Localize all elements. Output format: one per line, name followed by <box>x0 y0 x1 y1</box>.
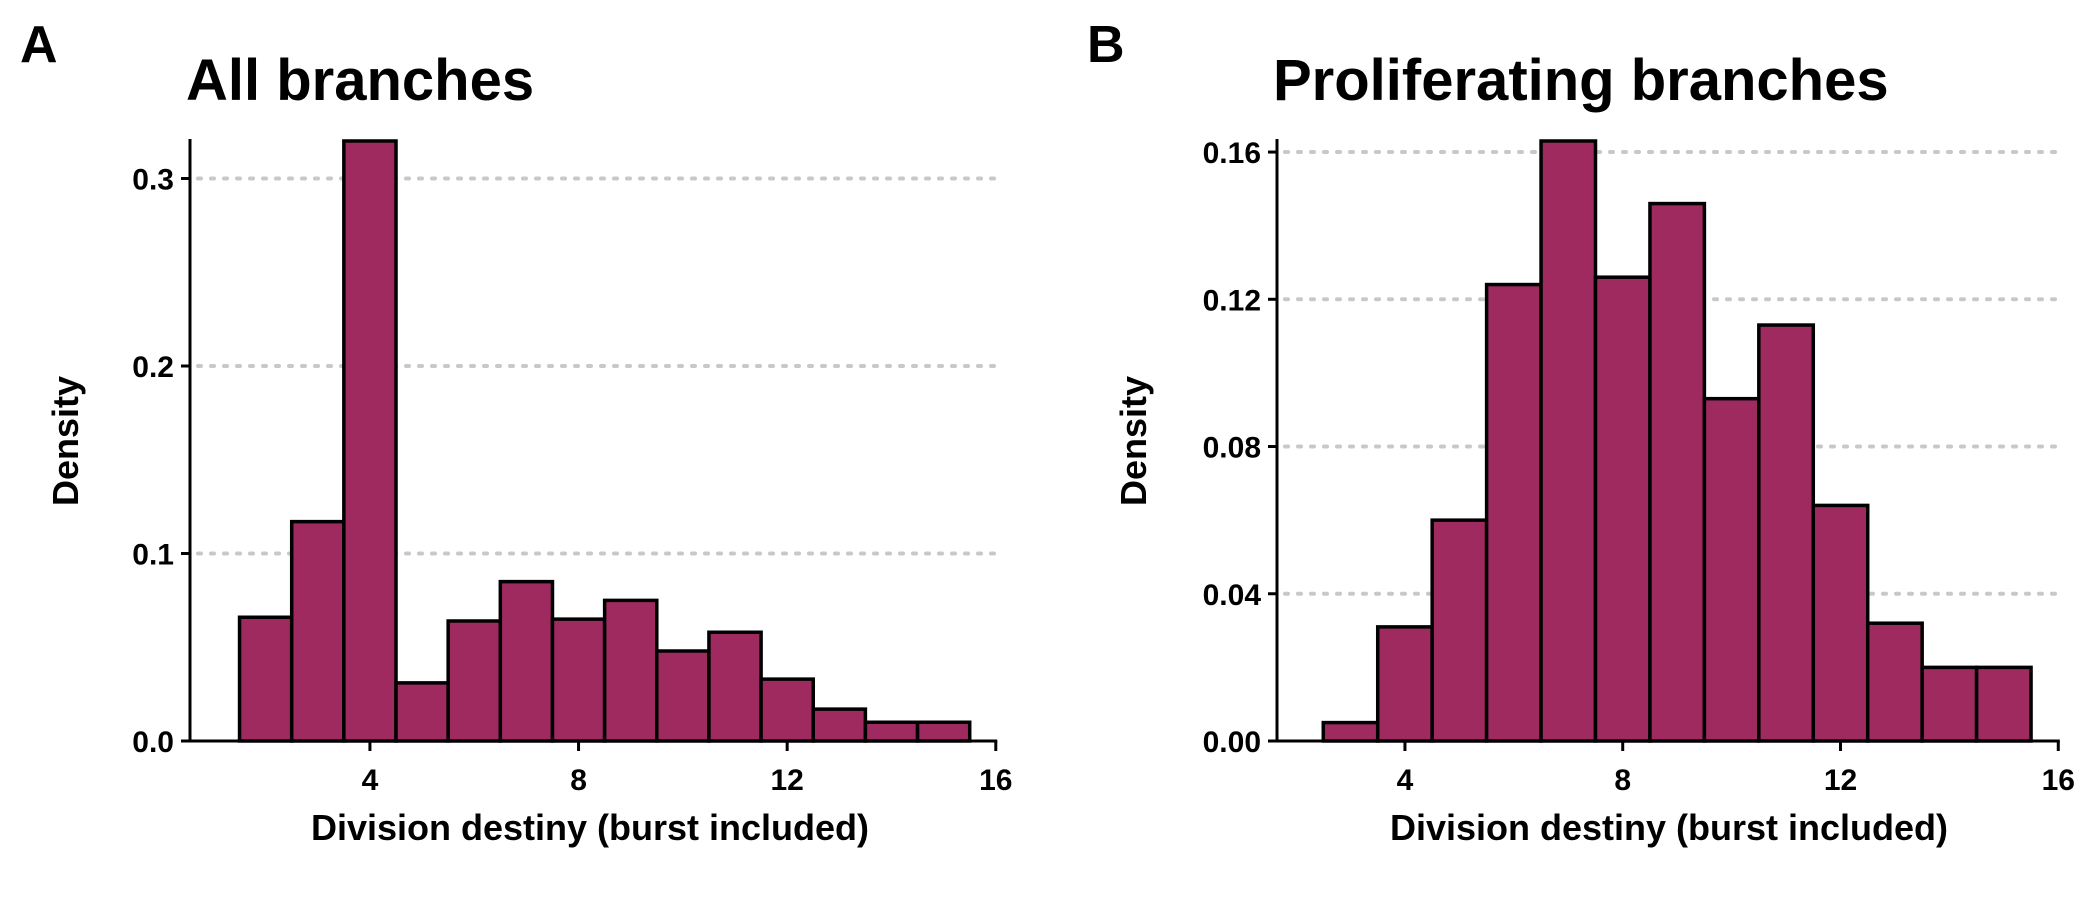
histogram-bar <box>550 617 607 743</box>
histogram-bar <box>1920 665 1979 743</box>
histogram-bar <box>446 619 503 743</box>
panel-a: 0.0 0.1 0.2 0.3 4 8 12 16 A All branches Division … <box>20 16 1012 848</box>
histogram-bar <box>655 649 711 743</box>
x-tick-label: 8 <box>570 764 587 797</box>
x-tick-label: 12 <box>1824 764 1857 797</box>
x-axis-title: Division destiny (burst included) <box>311 807 869 848</box>
histogram-bar <box>759 677 815 743</box>
x-tick-label: 4 <box>1397 764 1414 797</box>
histogram-bar <box>1430 518 1489 743</box>
histogram-bar <box>707 630 763 743</box>
y-tick-label: 0.08 <box>1203 432 1261 465</box>
histogram-bar <box>394 681 450 743</box>
histogram-bar <box>1757 323 1816 743</box>
histogram-bar <box>1811 503 1870 743</box>
histogram-bar <box>1974 665 2033 743</box>
panel-letter: A <box>20 16 58 74</box>
y-tick-label: 0.12 <box>1203 284 1261 317</box>
histogram-bar <box>498 579 555 743</box>
histogram-bar <box>915 720 972 743</box>
histogram-bar <box>1375 625 1434 743</box>
x-axis-title: Division destiny (burst included) <box>1390 807 1948 848</box>
histogram-bar <box>1539 139 1598 743</box>
y-axis-title: Density <box>45 376 86 506</box>
y-axis-title: Density <box>1113 376 1154 506</box>
histogram-bar <box>811 707 868 743</box>
histogram-bar <box>342 139 398 743</box>
histogram-bar <box>237 615 294 743</box>
histogram-bar <box>289 519 346 743</box>
histogram-bar <box>1648 201 1707 743</box>
y-tick-label: 0.0 <box>132 726 174 759</box>
chart-title: Proliferating branches <box>1273 48 1889 113</box>
histogram-bar <box>1865 621 1924 743</box>
x-tick-label: 12 <box>770 764 803 797</box>
histogram-bar <box>1484 282 1543 743</box>
y-tick-label: 0.1 <box>132 539 174 572</box>
panel-letter: B <box>1087 16 1125 74</box>
histogram-bar <box>1702 396 1761 743</box>
y-tick-label: 0.04 <box>1203 579 1262 612</box>
chart-title: All branches <box>186 48 534 113</box>
y-tick-label: 0.3 <box>132 164 174 197</box>
x-tick-label: 16 <box>2042 764 2075 797</box>
histogram-bar <box>602 598 659 743</box>
x-tick-label: 4 <box>362 764 379 797</box>
histogram-bar <box>1321 720 1380 743</box>
histogram-bar <box>863 720 920 743</box>
histogram-bar <box>1593 275 1652 743</box>
y-tick-label: 0.00 <box>1203 726 1261 759</box>
x-tick-label: 16 <box>979 764 1012 797</box>
panel-b: 0.00 0.04 0.08 0.12 0.16 4 8 12 16 B Proliferating… <box>1087 16 2075 848</box>
x-tick-label: 8 <box>1614 764 1631 797</box>
y-tick-label: 0.2 <box>132 351 174 384</box>
y-tick-label: 0.16 <box>1203 137 1261 170</box>
